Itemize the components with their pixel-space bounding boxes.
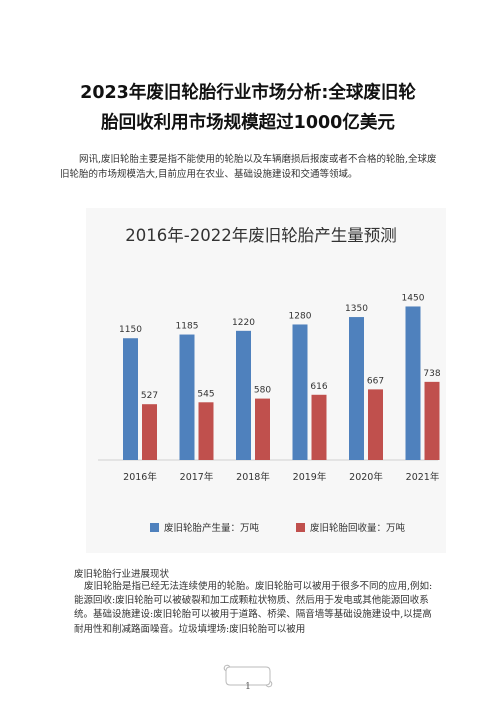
- bar-tire-recycling: [311, 394, 327, 460]
- bar-tire-generation: [236, 330, 251, 460]
- legend-entry: 废旧轮胎回收量：万吨: [310, 522, 406, 534]
- data-label: 1150: [119, 325, 142, 335]
- bar-tire-generation: [123, 338, 138, 460]
- data-label: 1450: [402, 293, 425, 303]
- data-label: 667: [367, 376, 384, 386]
- bar-tire-recycling: [142, 404, 157, 460]
- legend-entry: 废旧轮胎产生量：万吨: [164, 522, 260, 534]
- x-tick-label: 2021年: [406, 471, 440, 483]
- data-label: 738: [423, 369, 440, 379]
- page-scroll-ornament-icon: [223, 664, 273, 688]
- bar-chart: 2016年-2022年废旧轮胎产生量预测 1150 527 2016年 1185 545…: [86, 208, 496, 553]
- bar-tire-recycling: [198, 402, 214, 460]
- intro-paragraph: 网讯,废旧轮胎主要是指不能使用的轮胎以及车辆磨损后报废或者不合格的轮胎,全球废旧…: [60, 154, 437, 180]
- data-label: 616: [310, 382, 327, 392]
- legend-swatch: [150, 523, 159, 532]
- data-label: 1220: [232, 318, 255, 328]
- bar-tire-recycling: [368, 389, 383, 460]
- chart-title: 2016年-2022年废旧轮胎产生量预测: [125, 226, 396, 245]
- bar-tire-generation: [405, 306, 421, 460]
- document-title-line-2: 胎回收利用市场规模超过1000亿美元: [101, 113, 395, 133]
- x-tick-label: 2020年: [349, 471, 383, 483]
- data-label: 1350: [345, 304, 368, 314]
- data-label: 1185: [176, 322, 199, 332]
- page-number: 1: [245, 682, 251, 692]
- section-heading: 废旧轮胎行业进展现状: [74, 569, 170, 580]
- bar-tire-generation: [292, 324, 308, 460]
- x-tick-label: 2019年: [293, 471, 327, 483]
- x-tick-label: 2017年: [180, 471, 214, 483]
- data-label: 527: [141, 391, 158, 401]
- bar-tire-recycling: [424, 381, 440, 460]
- legend-swatch: [296, 523, 305, 532]
- document-title-line-1: 2023年废旧轮胎行业市场分析:全球废旧轮: [80, 83, 416, 103]
- body-paragraph: 废旧轮胎是指已经无法连续使用的轮胎。废旧轮胎可以被用于很多不同的应用,例如:能源…: [74, 581, 433, 635]
- bar-tire-generation: [179, 334, 195, 460]
- bar-tire-generation: [349, 317, 364, 460]
- data-label: 1280: [289, 311, 312, 321]
- bar-chart-svg: 2016年-2022年废旧轮胎产生量预测 1150 527 2016年 1185 545…: [98, 226, 496, 534]
- bar-tire-recycling: [255, 398, 270, 460]
- data-label: 580: [254, 386, 271, 396]
- x-tick-label: 2016年: [123, 471, 157, 483]
- data-label: 545: [197, 389, 214, 399]
- x-tick-label: 2018年: [236, 471, 270, 483]
